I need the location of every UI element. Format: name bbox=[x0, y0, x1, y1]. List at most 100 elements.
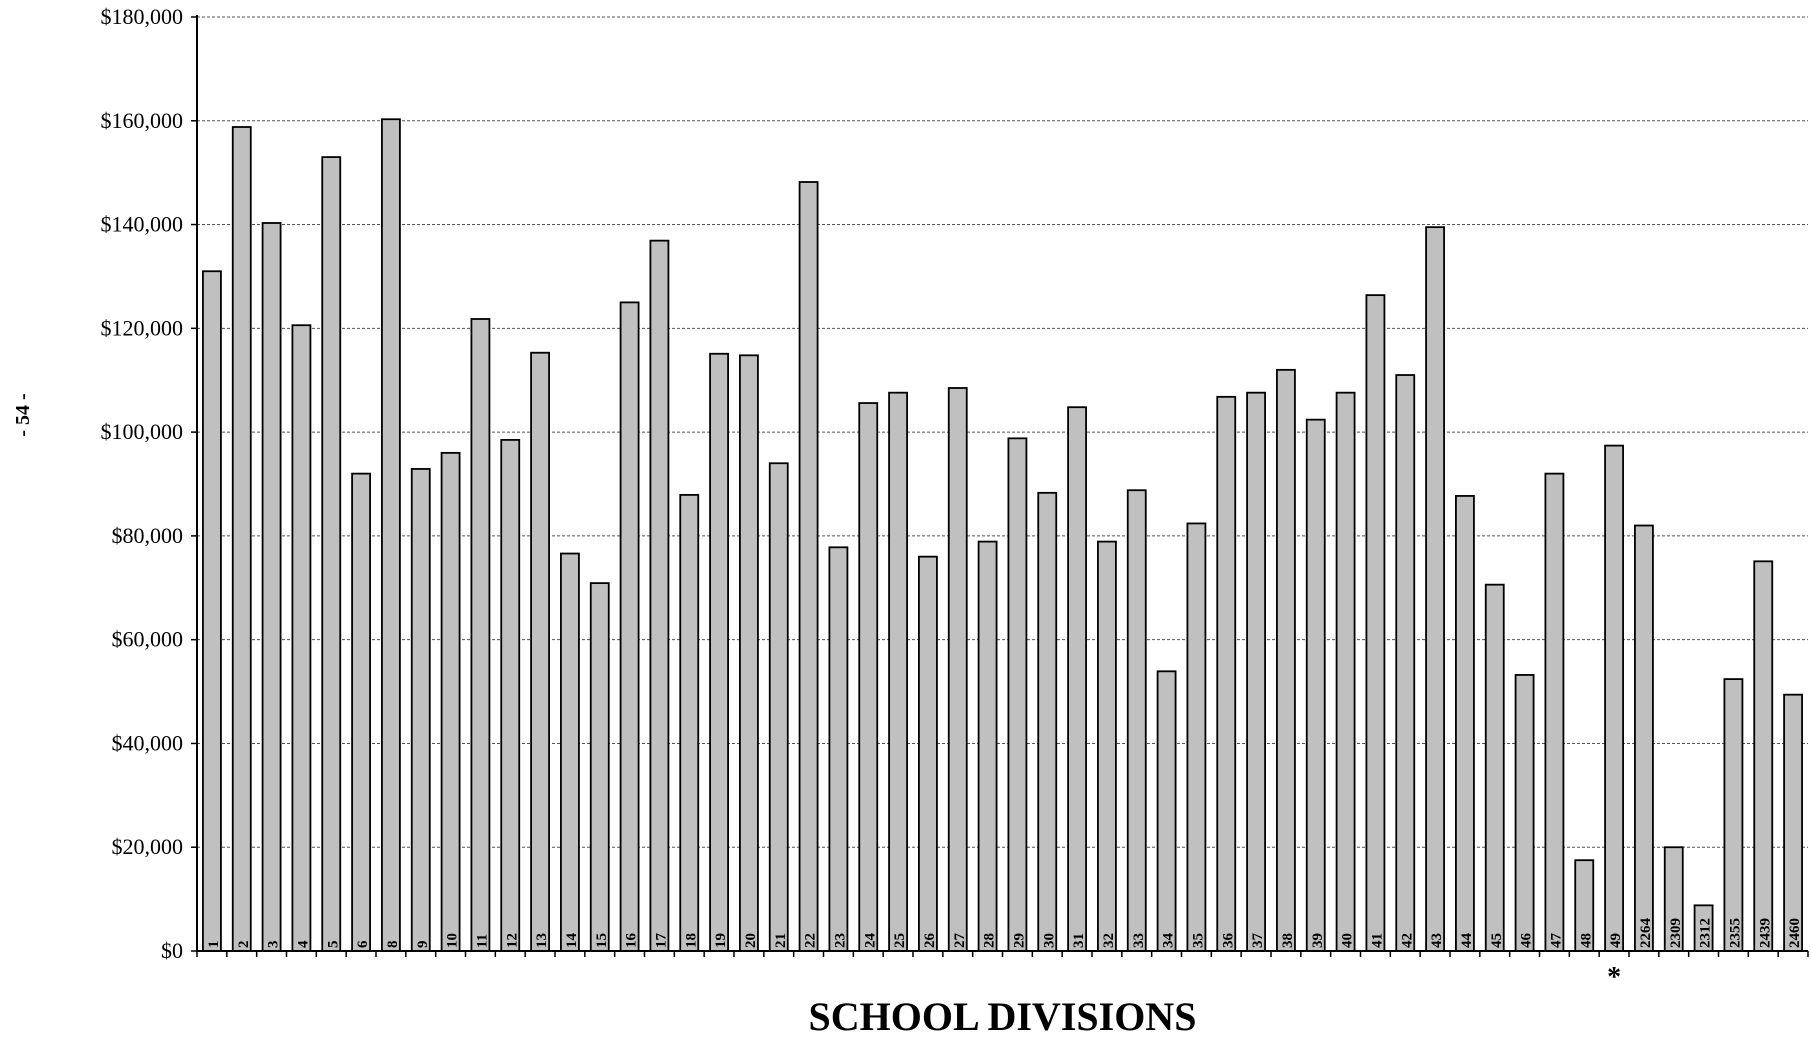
bar bbox=[1425, 226, 1445, 952]
bar bbox=[918, 555, 938, 952]
category-label: 49 bbox=[1608, 933, 1624, 948]
category-label: 2312 bbox=[1698, 918, 1714, 948]
category-label: 38 bbox=[1280, 933, 1296, 948]
category-label: 2460 bbox=[1787, 918, 1803, 948]
bar bbox=[1067, 406, 1087, 952]
bar bbox=[858, 402, 879, 952]
category-label: 20 bbox=[743, 933, 759, 948]
category-label: 2439 bbox=[1757, 918, 1773, 948]
category-label: 2309 bbox=[1668, 918, 1684, 948]
y-tick-label: $40,000 bbox=[112, 730, 184, 755]
bar bbox=[560, 552, 580, 952]
category-label: 6 bbox=[355, 940, 371, 948]
bar bbox=[1365, 294, 1386, 952]
category-label: 33 bbox=[1131, 933, 1147, 948]
bar bbox=[589, 582, 610, 952]
category-label: 44 bbox=[1459, 933, 1475, 949]
bar bbox=[1276, 368, 1296, 952]
category-label: 48 bbox=[1578, 933, 1594, 948]
bar bbox=[947, 387, 968, 952]
y-tick-label: $20,000 bbox=[112, 834, 184, 859]
bar bbox=[1634, 524, 1654, 952]
bar bbox=[1216, 395, 1237, 952]
category-label: 2355 bbox=[1727, 918, 1743, 948]
category-label: 26 bbox=[922, 933, 938, 949]
bar bbox=[619, 301, 640, 952]
bar bbox=[1246, 391, 1266, 952]
bar bbox=[261, 222, 282, 952]
category-label: 45 bbox=[1489, 933, 1505, 948]
category-label: 39 bbox=[1310, 933, 1326, 948]
bar bbox=[1604, 444, 1624, 952]
category-label: 40 bbox=[1340, 933, 1356, 948]
bar bbox=[1723, 678, 1744, 952]
bar bbox=[768, 462, 789, 952]
bar bbox=[1455, 495, 1475, 952]
category-label: 21 bbox=[773, 933, 789, 948]
category-label: 41 bbox=[1369, 933, 1385, 948]
bar bbox=[291, 324, 312, 952]
category-label: 13 bbox=[534, 933, 550, 948]
y-tick-label: $80,000 bbox=[112, 523, 184, 548]
category-label: 47 bbox=[1548, 933, 1564, 949]
bar bbox=[351, 472, 371, 952]
bar bbox=[1097, 540, 1117, 952]
bar bbox=[1007, 437, 1028, 952]
category-label: 2 bbox=[236, 941, 252, 949]
category-label: 1 bbox=[206, 941, 222, 949]
category-label: 8 bbox=[385, 941, 401, 949]
bar bbox=[888, 391, 908, 952]
bar bbox=[798, 181, 819, 952]
bar bbox=[709, 352, 729, 952]
bar bbox=[530, 351, 550, 952]
bar bbox=[202, 270, 222, 952]
category-label: 35 bbox=[1190, 933, 1206, 948]
category-label: 24 bbox=[862, 933, 878, 949]
category-label: 17 bbox=[653, 933, 669, 949]
category-label: 36 bbox=[1220, 933, 1236, 949]
bar bbox=[1126, 489, 1147, 952]
category-label: 9 bbox=[415, 941, 431, 949]
category-label: 22 bbox=[803, 933, 819, 948]
y-tick-label: $180,000 bbox=[101, 4, 184, 29]
bar bbox=[381, 118, 401, 952]
category-label: 43 bbox=[1429, 933, 1445, 948]
y-tick-label: $120,000 bbox=[101, 315, 184, 340]
category-label: 42 bbox=[1399, 933, 1415, 948]
bar bbox=[1186, 522, 1207, 952]
category-label: 34 bbox=[1161, 933, 1177, 949]
bar bbox=[1305, 418, 1326, 952]
category-label: 27 bbox=[952, 933, 968, 949]
bar bbox=[1335, 391, 1356, 952]
category-label: 15 bbox=[594, 933, 610, 948]
bar bbox=[1514, 674, 1535, 952]
bar bbox=[1156, 670, 1177, 952]
bar bbox=[500, 438, 521, 952]
bar bbox=[828, 546, 849, 952]
y-tick-label: $60,000 bbox=[112, 627, 184, 652]
bar bbox=[977, 540, 998, 952]
bar bbox=[1037, 491, 1058, 952]
x-axis-title: SCHOOL DIVISIONS bbox=[809, 994, 1197, 1039]
y-tick-label: $160,000 bbox=[101, 108, 184, 133]
bar bbox=[739, 354, 759, 952]
category-label: 5 bbox=[325, 941, 341, 949]
bar bbox=[321, 156, 342, 952]
bar bbox=[440, 451, 461, 952]
y-tick-label: $0 bbox=[161, 938, 183, 963]
bar bbox=[1753, 560, 1774, 952]
category-label: 25 bbox=[892, 933, 908, 948]
category-label: 4 bbox=[295, 940, 311, 948]
category-label: 3 bbox=[266, 941, 282, 949]
category-label: 29 bbox=[1011, 933, 1027, 948]
bar bbox=[649, 239, 670, 952]
bar bbox=[470, 318, 491, 952]
bar bbox=[1783, 693, 1803, 952]
category-label: 14 bbox=[564, 933, 580, 949]
category-label: 30 bbox=[1041, 933, 1057, 948]
bar bbox=[410, 468, 431, 952]
category-label: 37 bbox=[1250, 933, 1266, 949]
category-label: 28 bbox=[982, 933, 998, 948]
y-tick-label: $100,000 bbox=[101, 419, 184, 444]
